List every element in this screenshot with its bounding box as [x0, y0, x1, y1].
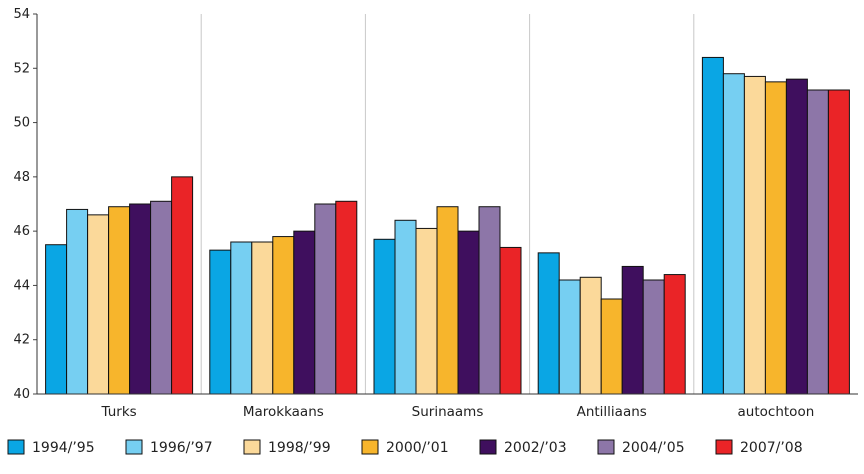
legend-label: 2000/’01 [386, 440, 449, 456]
y-tick-label: 52 [13, 61, 30, 76]
bar [335, 200, 358, 395]
bar [230, 241, 253, 395]
legend-swatch [479, 439, 497, 455]
bar [701, 56, 724, 395]
bar [209, 249, 232, 395]
bar [743, 75, 766, 395]
axes: 40 42 44 46 48 50 52 54 Turks Marokkaans Surinaams… [13, 7, 858, 420]
bar [806, 89, 829, 395]
y-tick-label: 42 [13, 333, 30, 348]
x-tick-label: Antilliaans [577, 404, 647, 420]
bar [66, 208, 89, 395]
bar [373, 238, 396, 395]
bar [827, 89, 850, 395]
bar [579, 276, 602, 395]
y-tick-label: 44 [13, 278, 30, 293]
grid [200, 14, 695, 394]
bar [314, 203, 337, 395]
bar [600, 298, 623, 395]
bar [171, 176, 194, 395]
legend-label: 2002/’03 [504, 440, 567, 456]
bars [45, 56, 850, 395]
legend: 1994/’95 1996/’97 1998/’99 2000/’01 2002/’03… [7, 439, 803, 456]
bar [764, 81, 787, 395]
bar [87, 214, 110, 395]
bar [537, 252, 560, 395]
y-tick-label: 40 [13, 387, 30, 402]
bar [436, 206, 459, 395]
bar [785, 78, 808, 395]
y-tick-label: 50 [13, 116, 30, 131]
bar [499, 246, 522, 395]
legend-swatch [715, 439, 733, 455]
x-tick-label: Turks [101, 404, 137, 420]
bar [642, 279, 665, 395]
legend-label: 1994/’95 [32, 440, 95, 456]
legend-label: 1998/’99 [268, 440, 331, 456]
bar [108, 206, 131, 395]
bar [415, 227, 438, 395]
bar [150, 200, 173, 395]
legend-label: 2007/’08 [740, 440, 803, 456]
bar [293, 230, 316, 395]
x-tick-label: Surinaams [412, 404, 484, 420]
y-tick-label: 46 [13, 224, 30, 239]
bar [663, 274, 686, 395]
bar [394, 219, 417, 395]
bar [45, 244, 68, 395]
legend-swatch [125, 439, 143, 455]
bar [722, 73, 745, 395]
bar [478, 206, 501, 395]
legend-swatch [361, 439, 379, 455]
bar [621, 265, 644, 395]
legend-label: 2004/’05 [622, 440, 685, 456]
legend-label: 1996/’97 [150, 440, 213, 456]
x-tick-label: autochtoon [738, 404, 815, 420]
bar [251, 241, 274, 395]
bar [272, 236, 295, 395]
y-tick-label: 54 [13, 7, 30, 22]
y-tick-label: 48 [13, 170, 30, 185]
legend-swatch [243, 439, 261, 455]
bar [457, 230, 480, 395]
legend-swatch [7, 439, 25, 455]
legend-swatch [597, 439, 615, 455]
bar [558, 279, 581, 395]
x-tick-label: Marokkaans [243, 404, 324, 420]
bar [129, 203, 152, 395]
